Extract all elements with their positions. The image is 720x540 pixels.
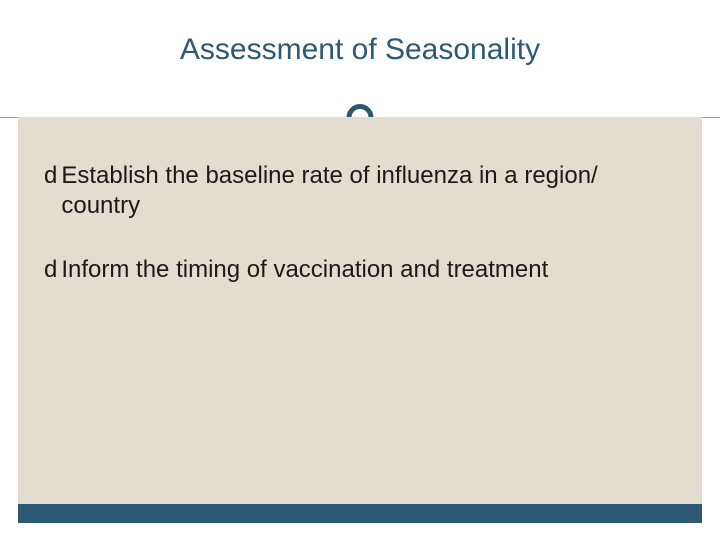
bullet-text: Establish the baseline rate of influenza… xyxy=(61,161,676,221)
bullet-marker-icon: d xyxy=(44,255,57,285)
list-item: d Establish the baseline rate of influen… xyxy=(44,161,676,221)
slide-title: Assessment of Seasonality xyxy=(180,33,540,67)
bullet-marker-icon: d xyxy=(44,161,57,191)
bullet-text: Inform the timing of vaccination and tre… xyxy=(61,255,548,285)
list-item: d Inform the timing of vaccination and t… xyxy=(44,255,676,285)
footer-accent-bar xyxy=(18,504,702,523)
slide: Assessment of Seasonality d Establish th… xyxy=(0,0,720,540)
title-area: Assessment of Seasonality xyxy=(0,0,720,100)
body-area: d Establish the baseline rate of influen… xyxy=(18,117,702,504)
